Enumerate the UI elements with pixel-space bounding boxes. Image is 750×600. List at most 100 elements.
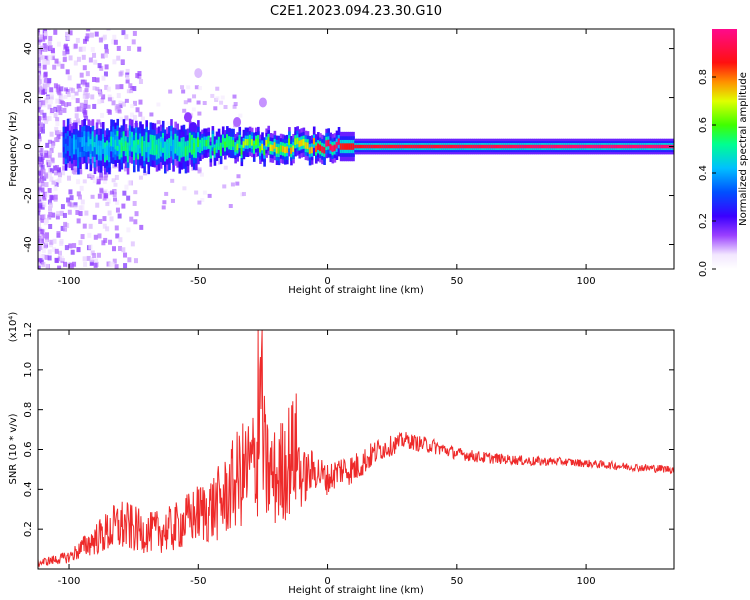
heatmap-cell xyxy=(103,176,108,181)
heatmap-cell xyxy=(113,39,118,45)
spectrogram-x-ticks: -100 -50 0 50 100 xyxy=(58,29,596,287)
heatmap-cell xyxy=(119,116,124,122)
heatmap-cell xyxy=(418,144,421,149)
heatmap-cell xyxy=(156,120,161,125)
heatmap-cell xyxy=(85,33,90,39)
heatmap-cell xyxy=(40,229,45,235)
heatmap-cell xyxy=(90,46,95,52)
heatmap-cell xyxy=(182,186,187,191)
heatmap-cell xyxy=(115,199,120,205)
heatmap-cell xyxy=(263,148,266,156)
heatmap-cell xyxy=(95,202,100,208)
heatmap-cell xyxy=(57,177,62,183)
heatmap-cell xyxy=(81,137,84,147)
heatmap-cell xyxy=(286,146,289,153)
heatmap-cell xyxy=(503,144,506,149)
heatmap-cell xyxy=(130,104,135,109)
heatmap-cell xyxy=(63,261,68,267)
heatmap-cell xyxy=(126,147,130,158)
heatmap-cell xyxy=(637,144,641,149)
heatmap-cell xyxy=(211,137,215,144)
heatmap-cell xyxy=(90,94,95,100)
heatmap-cell xyxy=(85,142,89,153)
heatmap-cell xyxy=(170,198,175,203)
heatmap-cell xyxy=(170,178,175,183)
heatmap-cell xyxy=(161,138,165,148)
heatmap-cell xyxy=(197,137,200,148)
heatmap-cell xyxy=(534,144,537,149)
heatmap-cell xyxy=(525,144,529,149)
heatmap-cell xyxy=(133,219,138,225)
heatmap-cell xyxy=(133,190,138,195)
heatmap-cell xyxy=(43,72,48,78)
heatmap-cell xyxy=(43,77,48,83)
heatmap-cell xyxy=(47,54,52,60)
heatmap-cell xyxy=(103,237,108,243)
heatmap-cell xyxy=(234,145,237,152)
heatmap-cell xyxy=(346,143,349,150)
heatmap-cell xyxy=(94,31,99,37)
heatmap-cell xyxy=(85,71,90,77)
heatmap-cell xyxy=(125,68,130,74)
spectrogram-y-ticks: -40 -20 0 20 40 xyxy=(23,42,674,253)
heatmap-cell xyxy=(97,99,102,105)
heatmap-cell xyxy=(625,144,628,149)
heatmap-cell xyxy=(114,225,119,231)
heatmap-cell xyxy=(132,100,137,106)
heatmap-cell xyxy=(426,144,430,149)
heatmap-cell xyxy=(49,94,54,100)
heatmap-cell xyxy=(145,137,148,148)
heatmap-cell xyxy=(75,37,80,43)
heatmap-cell xyxy=(40,74,45,80)
heatmap-cell xyxy=(579,144,583,149)
y-tick-label: -20 xyxy=(23,187,34,203)
heatmap-cell xyxy=(596,144,599,149)
y-tick-label: 0.4 xyxy=(23,481,34,497)
heatmap-cell xyxy=(126,89,131,94)
heatmap-cell xyxy=(93,59,98,65)
heatmap-cell xyxy=(68,55,73,61)
heatmap-cell xyxy=(183,100,188,105)
heatmap-cell xyxy=(112,197,117,202)
heatmap-cell xyxy=(54,171,59,176)
heatmap-cell xyxy=(401,144,405,149)
heatmap-cell xyxy=(103,52,108,58)
heatmap-cell xyxy=(606,144,610,149)
heatmap-cell xyxy=(99,172,104,178)
heatmap-cell xyxy=(38,237,41,243)
heatmap-cell xyxy=(98,218,103,224)
heatmap-cell xyxy=(103,71,108,77)
colorbar-tick-label: 0.8 xyxy=(698,69,709,85)
heatmap-cell xyxy=(573,144,577,149)
heatmap-cell xyxy=(50,55,55,61)
heatmap-cell xyxy=(42,202,47,208)
heatmap-cell xyxy=(132,200,137,206)
heatmap-cell xyxy=(86,104,91,109)
heatmap-cell xyxy=(108,147,111,158)
heatmap-cell xyxy=(40,181,45,187)
heatmap-cell xyxy=(509,144,513,149)
heatmap-cell xyxy=(77,194,82,200)
heatmap-cell xyxy=(38,261,41,267)
heatmap-cell xyxy=(40,187,45,193)
heatmap-cell xyxy=(58,93,63,99)
heatmap-cell xyxy=(99,176,104,181)
heatmap-cell xyxy=(230,140,233,147)
heatmap-cell xyxy=(364,144,368,149)
heatmap-cell xyxy=(480,144,484,149)
heatmap-cell xyxy=(68,30,73,36)
heatmap-cell xyxy=(42,59,47,65)
heatmap-cell xyxy=(121,203,126,209)
heatmap-cell xyxy=(76,56,81,62)
heatmap-cell xyxy=(275,147,279,154)
heatmap-cell xyxy=(99,145,103,156)
heatmap-cell xyxy=(43,83,48,89)
heatmap-cell xyxy=(53,83,58,89)
heatmap-cell xyxy=(60,63,65,69)
heatmap-cell xyxy=(161,205,166,210)
heatmap-cell xyxy=(70,143,74,154)
heatmap-cell xyxy=(39,45,44,51)
heatmap-cell xyxy=(119,84,124,90)
heatmap-cell xyxy=(44,88,49,93)
heatmap-cell xyxy=(321,146,324,153)
